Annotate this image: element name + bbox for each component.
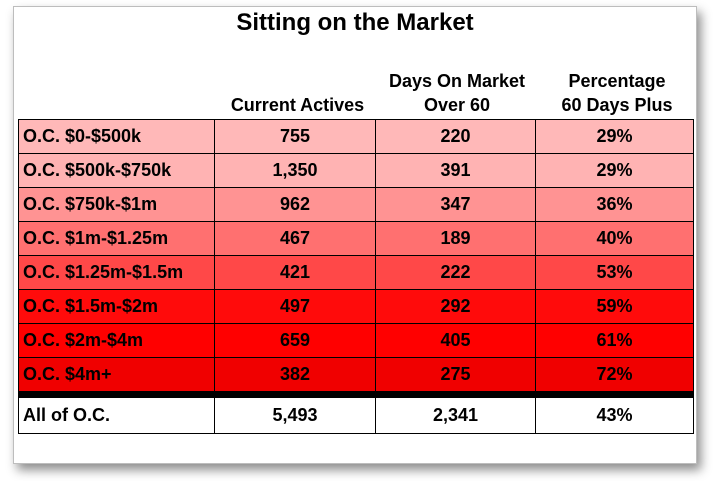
total-dom-over-60-cell: 2,341: [375, 397, 536, 434]
percentage-cell: 36%: [535, 187, 694, 222]
dom-over-60-cell: 391: [375, 153, 536, 188]
total-row: All of O.C. 5,493 2,341 43%: [18, 397, 694, 434]
percentage-cell: 72%: [535, 357, 694, 392]
row-label: O.C. $1m-$1.25m: [18, 221, 215, 256]
dom-over-60-cell: 347: [375, 187, 536, 222]
dom-over-60-cell: 292: [375, 289, 536, 324]
percentage-cell: 29%: [535, 153, 694, 188]
current-actives-cell: 382: [214, 357, 376, 392]
header-percentage-line1: Percentage: [568, 71, 666, 91]
dom-over-60-cell: 405: [375, 323, 536, 358]
dom-over-60-cell: 189: [375, 221, 536, 256]
header-days-on-market-line2: Over 60: [423, 95, 491, 115]
table-row: O.C. $1m-$1.25m 467 189 40%: [18, 221, 694, 256]
table-row: O.C. $2m-$4m 659 405 61%: [18, 323, 694, 358]
dom-over-60-cell: 222: [375, 255, 536, 290]
current-actives-cell: 421: [214, 255, 376, 290]
table-row: O.C. $500k-$750k 1,350 391 29%: [18, 153, 694, 188]
percentage-cell: 61%: [535, 323, 694, 358]
data-table: O.C. $0-$500k 755 220 29% O.C. $500k-$750k 1,…: [18, 119, 694, 434]
header-current-actives-label: Current Actives: [230, 95, 365, 115]
table-row: O.C. $0-$500k 755 220 29%: [18, 119, 694, 154]
row-label: O.C. $750k-$1m: [18, 187, 215, 222]
current-actives-cell: 755: [214, 119, 376, 154]
row-label: O.C. $500k-$750k: [18, 153, 215, 188]
row-label: O.C. $0-$500k: [18, 119, 215, 154]
header-current-actives: Current Actives: [219, 61, 376, 117]
row-label: O.C. $1.25m-$1.5m: [18, 255, 215, 290]
table-row: O.C. $4m+ 382 275 72%: [18, 357, 694, 392]
current-actives-cell: 497: [214, 289, 376, 324]
percentage-cell: 59%: [535, 289, 694, 324]
header-percentage-line2: 60 Days Plus: [561, 95, 673, 115]
current-actives-cell: 467: [214, 221, 376, 256]
dom-over-60-cell: 275: [375, 357, 536, 392]
header-days-on-market: Days On Market Over 60: [376, 61, 538, 117]
row-label: O.C. $2m-$4m: [18, 323, 215, 358]
total-current-actives-cell: 5,493: [214, 397, 376, 434]
current-actives-cell: 659: [214, 323, 376, 358]
table-row: O.C. $1.5m-$2m 497 292 59%: [18, 289, 694, 324]
row-label: O.C. $1.5m-$2m: [18, 289, 215, 324]
chart-title: Sitting on the Market: [236, 9, 474, 36]
row-label: O.C. $4m+: [18, 357, 215, 392]
table-frame: Sitting on the Market Current Actives Da…: [13, 6, 697, 464]
table-row: O.C. $1.25m-$1.5m 421 222 53%: [18, 255, 694, 290]
percentage-cell: 29%: [535, 119, 694, 154]
table-row: O.C. $750k-$1m 962 347 36%: [18, 187, 694, 222]
percentage-cell: 53%: [535, 255, 694, 290]
header-percentage: Percentage 60 Days Plus: [538, 61, 696, 117]
current-actives-cell: 1,350: [214, 153, 376, 188]
header-days-on-market-line1: Days On Market: [388, 71, 526, 91]
total-row-label: All of O.C.: [18, 397, 215, 434]
dom-over-60-cell: 220: [375, 119, 536, 154]
total-percentage-cell: 43%: [535, 397, 694, 434]
current-actives-cell: 962: [214, 187, 376, 222]
percentage-cell: 40%: [535, 221, 694, 256]
